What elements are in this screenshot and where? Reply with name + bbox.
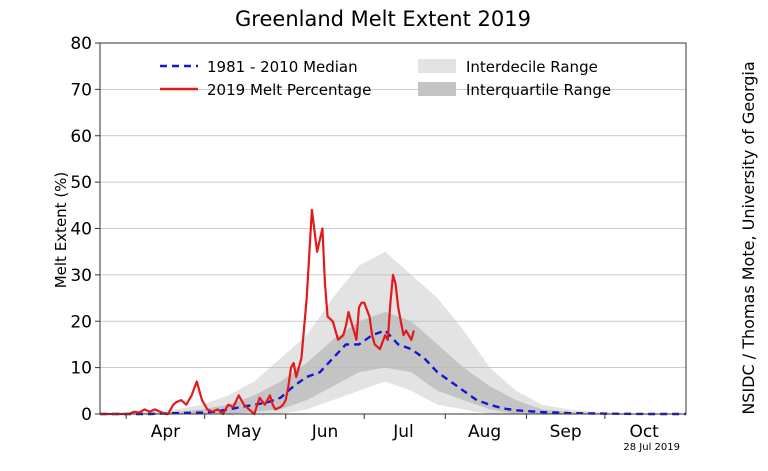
range-bands bbox=[100, 251, 686, 414]
credit-text: NSIDC / Thomas Mote, University of Georg… bbox=[739, 61, 758, 414]
x-tick-label-oct: Oct bbox=[629, 422, 659, 442]
series-lines bbox=[100, 208, 686, 416]
y-axis-ticks: 0 10 20 30 40 50 60 70 80 bbox=[70, 34, 100, 425]
legend-label-melt: 2019 Melt Percentage bbox=[207, 81, 371, 99]
x-tick-label-jul: Jul bbox=[392, 422, 414, 442]
legend: 1981 - 2010 Median 2019 Melt Percentage … bbox=[160, 58, 611, 99]
legend-swatch-interdecile bbox=[418, 59, 456, 73]
legend-swatch-interquartile bbox=[418, 82, 456, 96]
y-tick-label: 70 bbox=[70, 80, 92, 100]
legend-label-median: 1981 - 2010 Median bbox=[207, 58, 358, 76]
y-tick-label: 50 bbox=[70, 173, 92, 193]
median-line bbox=[100, 329, 686, 416]
x-tick-label-may: May bbox=[226, 422, 261, 442]
x-tick-label-jun: Jun bbox=[311, 422, 339, 442]
legend-label-interquartile: Interquartile Range bbox=[466, 81, 611, 99]
y-tick-label: 0 bbox=[81, 405, 92, 425]
x-tick-label-aug: Aug bbox=[468, 422, 501, 442]
y-tick-label: 40 bbox=[70, 220, 92, 240]
y-axis-label: Melt Extent (%) bbox=[52, 172, 70, 289]
x-axis-ticks: Apr May Jun Jul Aug Sep Oct bbox=[125, 414, 659, 442]
chart-title: Greenland Melt Extent 2019 bbox=[235, 7, 531, 31]
y-tick-label: 80 bbox=[70, 34, 92, 54]
legend-label-interdecile: Interdecile Range bbox=[466, 58, 598, 76]
y-tick-label: 10 bbox=[70, 359, 92, 379]
melt-2019-line bbox=[100, 208, 415, 416]
interquartile-band bbox=[100, 312, 686, 414]
y-tick-label: 20 bbox=[70, 312, 92, 332]
x-tick-label-apr: Apr bbox=[151, 422, 180, 442]
date-stamp: 28 Jul 2019 bbox=[623, 442, 680, 453]
x-tick-label-sep: Sep bbox=[550, 422, 582, 442]
y-tick-label: 60 bbox=[70, 127, 92, 147]
y-tick-label: 30 bbox=[70, 266, 92, 286]
